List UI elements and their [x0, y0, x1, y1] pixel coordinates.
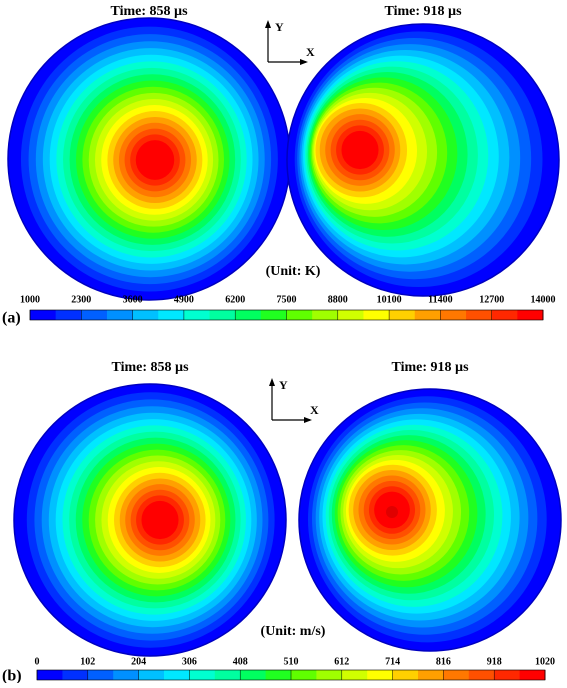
- plot-time: Time: 858 µs: [111, 360, 189, 375]
- axis-y-label: Y: [275, 20, 284, 34]
- colorbar-tick-label: 3600: [123, 294, 143, 305]
- colorbar-segment: [414, 310, 441, 320]
- unit-label: (Unit: K): [266, 264, 321, 279]
- colorbar-tick-label: 0: [35, 656, 40, 667]
- plot-time: Time: 918 µs: [384, 4, 462, 19]
- colorbar-tick-label: 11400: [428, 294, 452, 305]
- plot-outline: [13, 383, 287, 657]
- colorbar-segment: [316, 670, 343, 680]
- axis-y-label: Y: [279, 378, 288, 392]
- colorbar-segment: [87, 670, 114, 680]
- colorbar-segment: [491, 310, 518, 320]
- contour-plot: [299, 389, 561, 651]
- plot-time: Time: 858 µs: [110, 4, 188, 19]
- colorbar-segment: [260, 310, 287, 320]
- axis-x-label: X: [306, 45, 315, 59]
- colorbar-tick-label: 2300: [71, 294, 91, 305]
- colorbar-segment: [312, 310, 339, 320]
- unit-label: (Unit: m/s): [261, 624, 326, 639]
- arrow-head: [265, 20, 271, 28]
- colorbar-tick-label: 12700: [479, 294, 504, 305]
- colorbar-segment: [240, 670, 267, 680]
- colorbar-segment: [265, 670, 292, 680]
- colorbar-segment: [519, 670, 546, 680]
- colorbar-segment: [337, 310, 364, 320]
- colorbar-segment: [189, 670, 216, 680]
- colorbar-segment: [389, 310, 416, 320]
- colorbar-segment: [494, 670, 521, 680]
- colorbar-segment: [164, 670, 190, 680]
- colorbar-segment: [183, 310, 211, 320]
- colorbar-segment: [367, 670, 394, 680]
- colorbar-tick-label: 408: [233, 656, 248, 667]
- plot-outline: [298, 388, 562, 652]
- colorbar-segment: [158, 310, 185, 320]
- contour-plot: [14, 384, 286, 656]
- contour-band: [135, 140, 175, 180]
- arrow-head: [304, 417, 312, 423]
- colorbar-segment: [440, 310, 467, 320]
- contour-plot: [8, 18, 290, 300]
- colorbar-segment: [443, 670, 470, 680]
- colorbar-segment: [286, 310, 313, 320]
- colorbar-tick-label: 1000: [20, 294, 40, 305]
- colorbar-segment: [517, 310, 544, 320]
- colorbar-segment: [466, 310, 493, 320]
- colorbar-tick-label: 816: [436, 656, 451, 667]
- colorbar-segment: [37, 670, 63, 680]
- contour-band: [341, 130, 379, 170]
- colorbar-segment: [341, 670, 368, 680]
- colorbar-segment: [55, 310, 82, 320]
- hot-spot: [386, 506, 398, 518]
- arrow-head: [300, 59, 308, 65]
- colorbar-tick-label: 8800: [328, 294, 348, 305]
- arrow-head: [269, 378, 275, 386]
- colorbar-segment: [418, 670, 444, 680]
- colorbar-tick-label: 102: [80, 656, 95, 667]
- colorbar-tick-label: 204: [131, 656, 146, 667]
- colorbar-segment: [30, 310, 57, 320]
- colorbar-segment: [132, 310, 159, 320]
- colorbar-segment: [468, 670, 495, 680]
- colorbar-segment: [138, 670, 165, 680]
- colorbar-tick-label: 306: [182, 656, 197, 667]
- colorbar-tick-label: 10100: [377, 294, 402, 305]
- colorbar-tick-label: 918: [487, 656, 502, 667]
- colorbar-tick-label: 4900: [174, 294, 194, 305]
- colorbar-tick-label: 14000: [531, 294, 556, 305]
- colorbar-segment: [113, 670, 140, 680]
- colorbar-tick-label: 6200: [225, 294, 245, 305]
- colorbar-tick-label: 612: [334, 656, 349, 667]
- colorbar-segment: [235, 310, 262, 320]
- plot-outline: [286, 23, 560, 297]
- colorbar-segment: [106, 310, 134, 320]
- colorbar-tick-label: 510: [284, 656, 299, 667]
- panel-label: (a): [2, 310, 21, 327]
- colorbar-segment: [392, 670, 419, 680]
- plot-time: Time: 918 µs: [391, 360, 469, 375]
- colorbar-segment: [214, 670, 241, 680]
- contour-plot: [287, 24, 559, 296]
- colorbar-segment: [363, 310, 390, 320]
- colorbar-segment: [209, 310, 236, 320]
- panel-label: (b): [2, 668, 22, 683]
- colorbar-segment: [291, 670, 317, 680]
- axis-x-label: X: [310, 403, 319, 417]
- colorbar-tick-label: 714: [385, 656, 400, 667]
- colorbar-segment: [62, 670, 89, 680]
- colorbar-tick-label: 1020: [535, 656, 555, 667]
- colorbar-tick-label: 7500: [277, 294, 297, 305]
- colorbar-segment: [81, 310, 108, 320]
- contour-band: [141, 500, 179, 540]
